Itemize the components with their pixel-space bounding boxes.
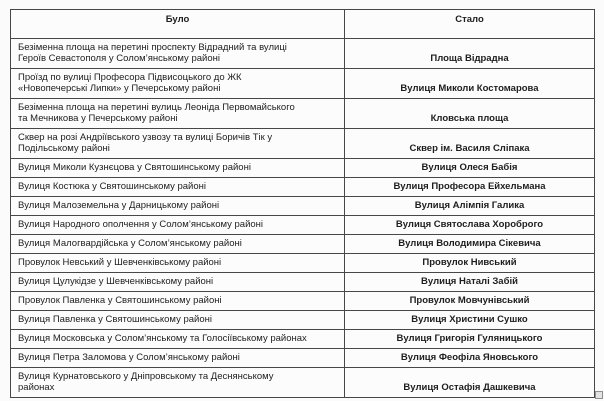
column-header-before: Було: [10, 9, 345, 39]
cell-new-name: Провулок Мовчунівський: [344, 291, 595, 311]
table-row: Сквер на розі Андріївського узвозу та ву…: [10, 128, 595, 159]
table-row: Провулок Невський у Шевченківському райо…: [10, 253, 595, 273]
cell-new-name: Вулиця Григорія Гуляницького: [344, 329, 595, 349]
table-row: Вулиця Курнатовського у Дніпровському та…: [10, 367, 595, 398]
cell-new-name: Вулиця Феофіла Яновського: [344, 348, 595, 368]
cell-new-name: Вулиця Остафія Дашкевича: [344, 367, 595, 398]
table-row: Вулиця Цулукідзе у Шевченківському район…: [10, 272, 595, 292]
cell-old-name: Вулиця Московська у Солом’янському та Го…: [10, 329, 345, 349]
table-row: Вулиця Миколи Кузнєцова у Святошинському…: [10, 158, 595, 178]
cell-new-name: Вулиця Святослава Хороброго: [344, 215, 595, 235]
cell-old-name: Вулиця Малоземельна у Дарницькому районі: [10, 196, 345, 216]
cell-old-name: Проїзд по вулиці Професора Підвисоцького…: [10, 68, 345, 99]
table-row: Вулиця Петра Заломова у Солом’янському р…: [10, 348, 595, 368]
cell-new-name: Кловська площа: [344, 98, 595, 129]
cell-old-name: Вулиця Малогвардійська у Солом’янському …: [10, 234, 345, 254]
cell-old-name: Провулок Павленка у Святошинському район…: [10, 291, 345, 311]
table-row: Вулиця Костюка у Святошинському районі Ву…: [10, 177, 595, 197]
table-row: Проїзд по вулиці Професора Підвисоцького…: [10, 68, 595, 99]
cell-new-name: Вулиця Професора Ейхельмана: [344, 177, 595, 197]
cell-old-name: Вулиця Миколи Кузнєцова у Святошинському…: [10, 158, 345, 178]
street-rename-table: Було Стало Безіменна площа на перетині п…: [10, 9, 595, 398]
cell-old-name: Вулиця Петра Заломова у Солом’янському р…: [10, 348, 345, 368]
cell-new-name: Вулиця Христини Сушко: [344, 310, 595, 330]
cell-new-name: Сквер ім. Василя Сліпака: [344, 128, 595, 159]
table-body: Безіменна площа на перетині проспекту Ві…: [10, 38, 595, 398]
table-row: Вулиця Московська у Солом’янському та Го…: [10, 329, 595, 349]
table-row: Вулиця Малогвардійська у Солом’янському …: [10, 234, 595, 254]
cell-old-name: Безіменна площа на перетині проспекту Ві…: [10, 38, 345, 69]
table-row: Вулиця Павленка у Святошинському районі В…: [10, 310, 595, 330]
cell-new-name: Вулиця Наталі Забій: [344, 272, 595, 292]
table-row: Безіменна площа на перетині вулиць Леоні…: [10, 98, 595, 129]
cell-old-name: Безіменна площа на перетині вулиць Леоні…: [10, 98, 345, 129]
table-row: Вулиця Малоземельна у Дарницькому районі…: [10, 196, 595, 216]
table-row: Провулок Павленка у Святошинському район…: [10, 291, 595, 311]
cell-old-name: Вулиця Курнатовського у Дніпровському та…: [10, 367, 345, 398]
cell-new-name: Вулиця Алімпія Галика: [344, 196, 595, 216]
table-row: Безіменна площа на перетині проспекту Ві…: [10, 38, 595, 69]
cell-old-name: Вулиця Цулукідзе у Шевченківському район…: [10, 272, 345, 292]
cell-new-name: Вулиця Володимира Сікевича: [344, 234, 595, 254]
column-header-after: Стало: [344, 9, 595, 39]
cell-old-name: Вулиця Костюка у Святошинському районі: [10, 177, 345, 197]
cell-old-name: Вулиця Павленка у Святошинському районі: [10, 310, 345, 330]
cell-new-name: Вулиця Миколи Костомарова: [344, 68, 595, 99]
header-row: Було Стало: [10, 9, 595, 39]
cell-new-name: Площа Відрадна: [344, 38, 595, 69]
table-resize-handle[interactable]: [595, 391, 603, 399]
cell-old-name: Вулиця Народного ополчення у Солом’янськ…: [10, 215, 345, 235]
table-row: Вулиця Народного ополчення у Солом’янськ…: [10, 215, 595, 235]
cell-new-name: Провулок Нивський: [344, 253, 595, 273]
cell-old-name: Сквер на розі Андріївського узвозу та ву…: [10, 128, 345, 159]
cell-new-name: Вулиця Олеся Бабія: [344, 158, 595, 178]
cell-old-name: Провулок Невський у Шевченківському райо…: [10, 253, 345, 273]
